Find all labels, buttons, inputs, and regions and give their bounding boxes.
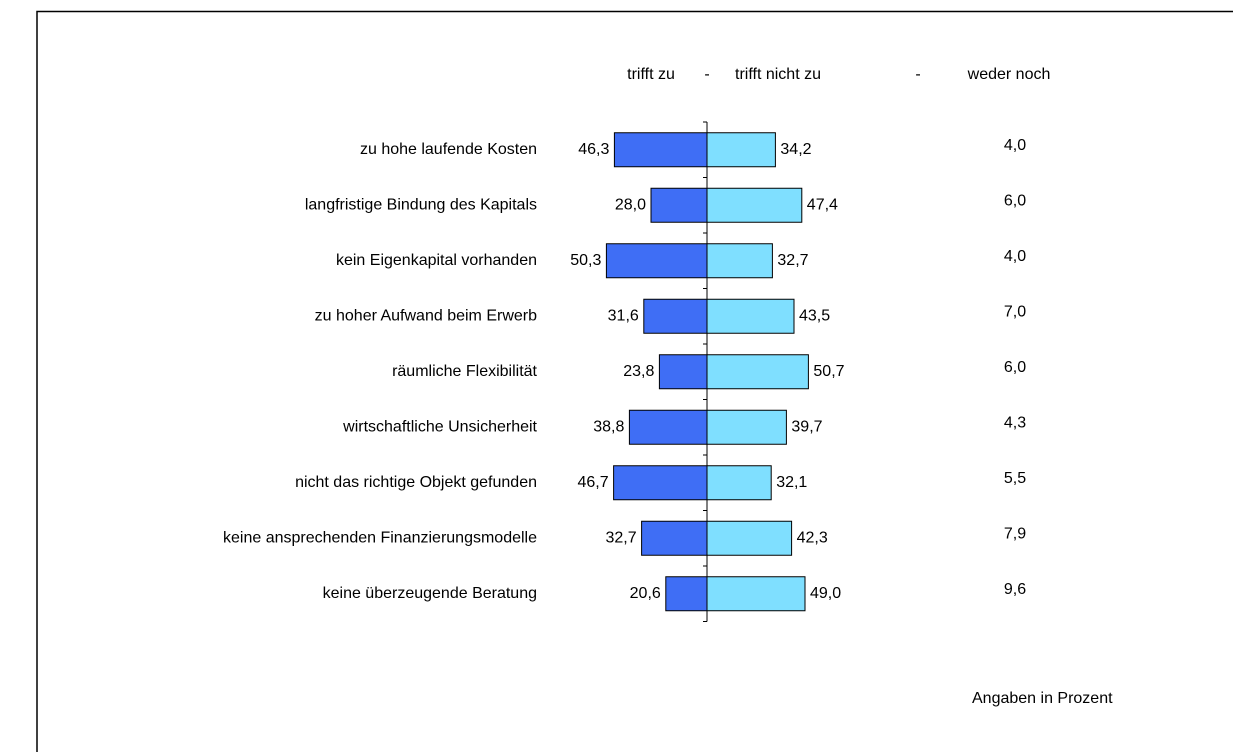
bar — [706, 520, 793, 556]
value-label: 32,1 — [776, 474, 807, 491]
header-separator: - — [704, 66, 709, 83]
value-label: 20,6 — [630, 585, 661, 602]
bar — [706, 354, 809, 390]
value-label: 46,7 — [577, 474, 608, 491]
bar — [613, 465, 708, 501]
bar — [706, 187, 803, 223]
bar — [706, 132, 776, 168]
value-label: 4,0 — [1004, 137, 1026, 154]
value-label: 31,6 — [608, 307, 639, 324]
category-label: räumliche Flexibilität — [392, 363, 537, 380]
value-label: 50,7 — [813, 363, 844, 380]
frame — [36, 10, 1233, 752]
category-label: zu hohe laufende Kosten — [360, 141, 537, 158]
bar — [706, 409, 787, 445]
category-label: keine ansprechenden Finanzierungsmodelle — [223, 529, 537, 546]
value-label: 32,7 — [777, 252, 808, 269]
bar — [665, 576, 708, 612]
category-label: kein Eigenkapital vorhanden — [336, 252, 537, 269]
bar — [628, 409, 708, 445]
category-label: nicht das richtige Objekt gefunden — [295, 474, 537, 491]
bar — [641, 520, 708, 556]
value-label: 6,0 — [1004, 359, 1026, 376]
value-label: 47,4 — [807, 196, 838, 213]
note: Angaben in Prozent — [972, 690, 1113, 707]
header-series: trifft zu — [627, 66, 675, 83]
value-label: 28,0 — [615, 196, 646, 213]
value-label: 4,3 — [1004, 414, 1026, 431]
value-label: 4,0 — [1004, 248, 1026, 265]
value-label: 6,0 — [1004, 192, 1026, 209]
bar — [650, 187, 708, 223]
category-label: langfristige Bindung des Kapitals — [305, 196, 537, 213]
value-label: 7,0 — [1004, 303, 1026, 320]
value-label: 32,7 — [605, 529, 636, 546]
value-label: 39,7 — [791, 418, 822, 435]
bar — [605, 243, 708, 279]
header-series: weder noch — [967, 66, 1051, 83]
bar — [706, 243, 773, 279]
value-label: 7,9 — [1004, 525, 1026, 542]
value-label: 46,3 — [578, 141, 609, 158]
value-label: 34,2 — [780, 141, 811, 158]
bar — [706, 576, 806, 612]
category-label: wirtschaftliche Unsicherheit — [342, 418, 537, 435]
value-label: 5,5 — [1004, 470, 1026, 487]
category-label: keine überzeugende Beratung — [323, 585, 537, 602]
bar — [658, 354, 708, 390]
value-label: 49,0 — [810, 585, 841, 602]
header-series: trifft nicht zu — [735, 66, 821, 83]
bar — [613, 132, 708, 168]
value-label: 42,3 — [797, 529, 828, 546]
value-label: 38,8 — [593, 418, 624, 435]
value-label: 43,5 — [799, 307, 830, 324]
header-separator: - — [915, 66, 920, 83]
bar — [643, 298, 708, 334]
category-label: zu hoher Aufwand beim Erwerb — [315, 307, 537, 324]
bar — [706, 465, 772, 501]
value-label: 50,3 — [570, 252, 601, 269]
bar — [706, 298, 795, 334]
value-label: 23,8 — [623, 363, 654, 380]
value-label: 9,6 — [1004, 581, 1026, 598]
